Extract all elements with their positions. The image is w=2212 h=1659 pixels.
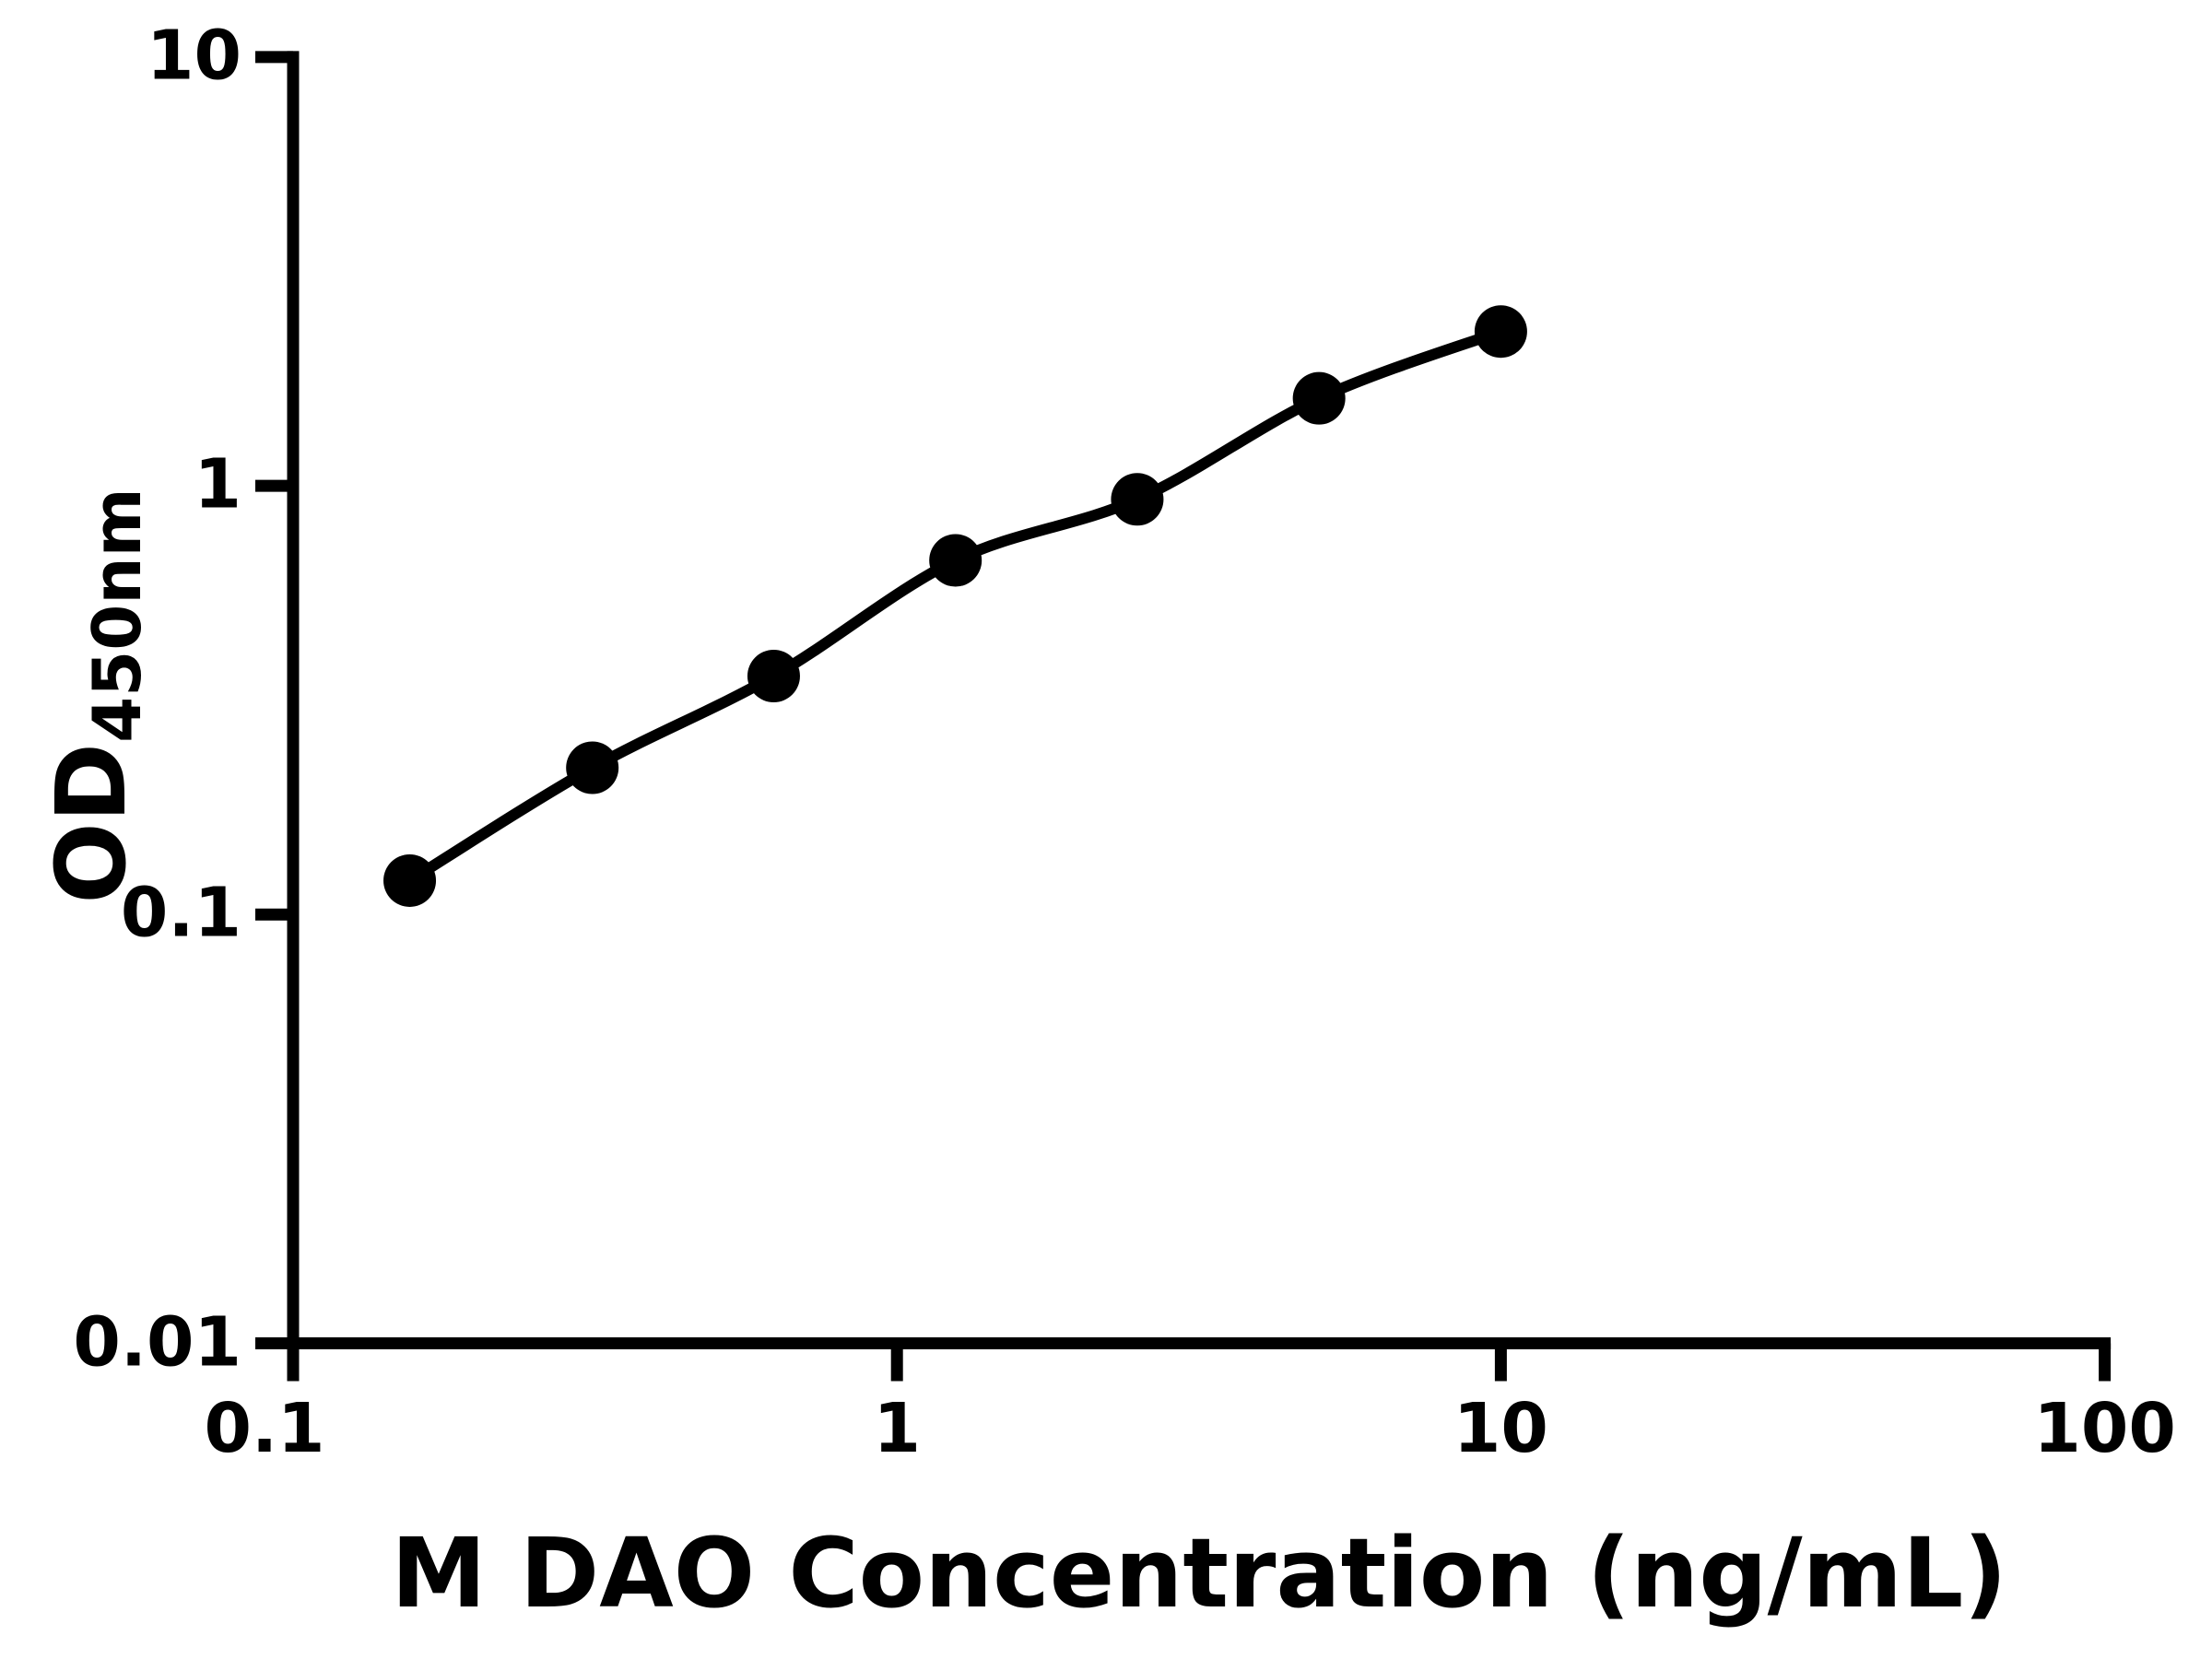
data-point-marker (1474, 305, 1527, 359)
x-tick-label-10: 10 (1453, 1389, 1548, 1468)
y-axis-label-subscript: 450nm (78, 488, 156, 743)
data-point-marker (747, 650, 800, 703)
data-point-marker (1111, 473, 1164, 526)
data-point-marker (1292, 371, 1346, 425)
data-point-marker (383, 853, 437, 907)
y-tick-label-10: 10 (147, 16, 241, 96)
y-tick-label-0.01: 0.01 (73, 1302, 241, 1382)
data-point-marker (929, 534, 982, 587)
x-tick-label-0.1: 0.1 (204, 1389, 325, 1468)
y-tick-label-0.1: 0.1 (120, 873, 241, 953)
data-point-marker (566, 741, 619, 794)
y-axis-label: OD450nm (35, 488, 156, 903)
x-axis-title: M DAO Concentration (ng/mL) (391, 1517, 2007, 1630)
y-tick-label-1: 1 (194, 444, 242, 524)
x-tick-label-1: 1 (873, 1389, 921, 1468)
x-tick-label-100: 100 (2033, 1389, 2176, 1468)
